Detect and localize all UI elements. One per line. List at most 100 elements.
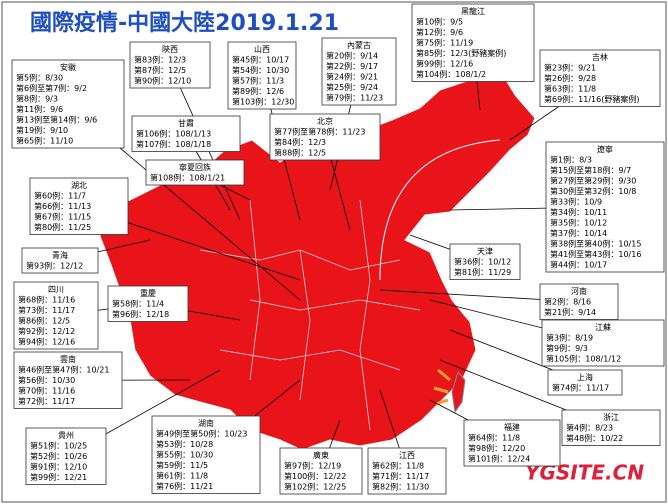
province-name: 廣東 bbox=[313, 450, 329, 460]
case-line: 第26例：9/28 bbox=[544, 73, 596, 83]
case-line: 第93例：12/12 bbox=[26, 260, 83, 270]
province-box bbox=[25, 427, 107, 485]
case-line: 第88例：12/5 bbox=[274, 147, 326, 157]
province-box bbox=[107, 285, 189, 322]
case-line: 第105例：108/1/12 bbox=[546, 353, 621, 363]
case-line: 第96例：12/18 bbox=[112, 309, 169, 319]
case-line: 第30例至第32例：10/8 bbox=[550, 186, 636, 196]
province-box bbox=[145, 159, 245, 186]
province-box bbox=[539, 49, 661, 107]
case-line: 第90例：12/10 bbox=[134, 75, 191, 85]
case-line: 第103例：12/30 bbox=[232, 96, 294, 106]
case-line: 第98例：12/20 bbox=[468, 443, 525, 453]
case-line: 第19例：9/10 bbox=[16, 125, 68, 135]
province-name: 吉林 bbox=[592, 52, 608, 62]
case-line: 第56例：10/30 bbox=[18, 375, 75, 385]
province-name: 江西 bbox=[399, 451, 415, 460]
case-line: 第80例：11/25 bbox=[34, 222, 91, 232]
case-line: 第92例：12/12 bbox=[18, 326, 75, 336]
case-line: 第89例：12/6 bbox=[232, 86, 284, 96]
province-name: 湖南 bbox=[198, 418, 214, 428]
case-line: 第46例至第47例：10/21 bbox=[18, 364, 109, 374]
case-line: 第102例：12/25 bbox=[284, 481, 346, 491]
province-box bbox=[411, 3, 535, 82]
province-name: 安徽 bbox=[60, 62, 76, 72]
case-line: 第104例：108/1/2 bbox=[416, 69, 486, 79]
case-line: 第86例：12/5 bbox=[18, 315, 70, 325]
case-line: 第11例：9/6 bbox=[16, 104, 63, 114]
case-line: 第25例：9/24 bbox=[326, 82, 378, 92]
province-name: 天津 bbox=[477, 246, 493, 256]
case-line: 第38例至第40例：10/15 bbox=[550, 238, 641, 248]
case-line: 第54例：10/30 bbox=[232, 65, 289, 75]
case-line: 第48例：10/22 bbox=[566, 433, 623, 443]
case-line: 第15例至第18例：9/7 bbox=[550, 165, 631, 175]
province-name: 湖北 bbox=[71, 181, 87, 190]
case-line: 第6例至第7例：9/2 bbox=[16, 83, 87, 93]
province-box bbox=[547, 369, 623, 396]
case-line: 第34例：10/11 bbox=[550, 207, 607, 217]
case-line: 第13例至第14例：9/6 bbox=[16, 114, 97, 124]
province-box bbox=[539, 283, 619, 320]
case-line: 第67例：11/15 bbox=[34, 211, 91, 221]
case-line: 第83例：12/3 bbox=[134, 54, 186, 64]
case-line: 第99例：12/21 bbox=[30, 472, 87, 482]
province-name: 重慶 bbox=[140, 288, 156, 298]
province-name: 福建 bbox=[504, 422, 520, 432]
province-name: 雲南 bbox=[60, 354, 76, 364]
case-line: 第27例至第29例：9/30 bbox=[550, 175, 636, 185]
province-box bbox=[541, 319, 665, 367]
case-line: 第22例：9/17 bbox=[326, 61, 378, 71]
case-line: 第5例：8/30 bbox=[16, 72, 63, 82]
province-box bbox=[13, 351, 123, 409]
province-name: 遼寧 bbox=[597, 144, 613, 154]
province-name: 上海 bbox=[577, 372, 593, 382]
case-line: 第97例：12/19 bbox=[284, 460, 341, 470]
province-box bbox=[269, 113, 381, 161]
case-line: 第85例：12/3(野豬案例) bbox=[416, 48, 506, 58]
case-line: 第69例：11/16(野豬案例) bbox=[544, 94, 639, 104]
province-box bbox=[151, 415, 261, 494]
province-name: 北京 bbox=[317, 116, 333, 126]
province-name: 河南 bbox=[571, 286, 587, 296]
case-line: 第41例至第43例：10/16 bbox=[550, 249, 641, 259]
case-line: 第45例：10/17 bbox=[232, 54, 289, 64]
case-line: 第21例：9/14 bbox=[544, 307, 596, 317]
case-line: 第81例：11/29 bbox=[454, 267, 511, 277]
case-line: 第71例：11/17 bbox=[372, 471, 429, 481]
case-line: 第8例：9/3 bbox=[16, 93, 58, 103]
case-line: 第55例：10/30 bbox=[156, 449, 213, 459]
case-line: 第59例：11/5 bbox=[156, 460, 208, 470]
case-line: 第73例：11/17 bbox=[18, 305, 75, 315]
province-name: 甘肅 bbox=[178, 118, 194, 128]
case-line: 第75例：11/19 bbox=[416, 37, 473, 47]
case-line: 第61例：11/8 bbox=[156, 470, 208, 480]
province-box bbox=[11, 59, 125, 149]
province-name: 山西 bbox=[254, 44, 270, 54]
case-line: 第65例：11/10 bbox=[16, 135, 73, 145]
case-line: 第20例：9/14 bbox=[326, 50, 378, 60]
province-borders bbox=[199, 199, 421, 431]
flight-arc bbox=[379, 139, 501, 281]
case-line: 第79例：11/23 bbox=[326, 92, 383, 102]
province-name: 貴州 bbox=[58, 430, 74, 440]
case-line: 第35例：10/12 bbox=[550, 217, 607, 227]
province-name: 江蘇 bbox=[595, 322, 611, 332]
case-line: 第57例：11/3 bbox=[232, 75, 284, 85]
province-box bbox=[279, 447, 363, 495]
case-line: 第37例：10/14 bbox=[550, 228, 607, 238]
province-box bbox=[29, 177, 129, 235]
case-line: 第64例：11/8 bbox=[468, 432, 520, 442]
province-name: 內蒙古 bbox=[347, 40, 371, 50]
case-line: 第3例：8/19 bbox=[546, 332, 593, 342]
case-line: 第44例：10/17 bbox=[550, 259, 607, 269]
case-line: 第99例：12/16 bbox=[416, 58, 473, 68]
title: 國際疫情-中國大陸2019.1.21 bbox=[30, 10, 339, 36]
province-box bbox=[367, 447, 447, 495]
case-line: 第52例：10/26 bbox=[30, 451, 87, 461]
province-box bbox=[131, 115, 241, 152]
case-line: 第72例：11/17 bbox=[18, 396, 75, 406]
case-line: 第66例：11/13 bbox=[34, 201, 91, 211]
case-line: 第108例：108/1/21 bbox=[150, 172, 225, 182]
